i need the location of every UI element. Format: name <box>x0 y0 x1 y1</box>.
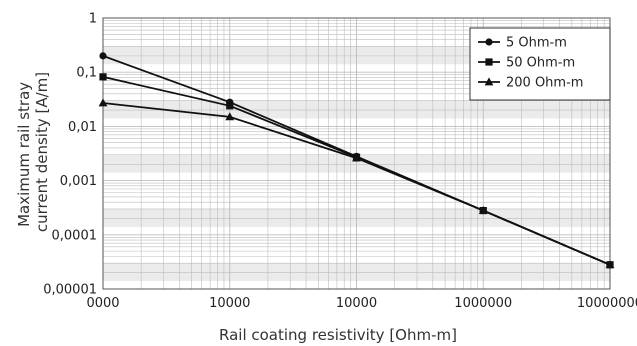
data-point-circle <box>485 38 493 46</box>
y-tick-label: 0,00001 <box>43 283 97 298</box>
y-axis-title: Maximum rail stray current density [A/m] <box>15 72 51 232</box>
x-tick-label: 10000 <box>336 296 377 311</box>
data-point-triangle <box>98 98 108 107</box>
y-tick-label: 1 <box>89 12 97 27</box>
x-tick-label: 10000 <box>209 296 250 311</box>
y-axis-title-line-2: current density [A/m] <box>33 72 51 232</box>
y-tick-label: 0,01 <box>68 120 97 135</box>
y-tick-label: 0,1 <box>76 66 97 81</box>
x-tick-label: 1000000 <box>454 296 512 311</box>
legend-entry: 50 Ohm-m <box>478 56 575 71</box>
data-point-square <box>99 73 107 81</box>
x-tick-label: 0000 <box>86 296 119 311</box>
data-point-triangle <box>605 260 615 269</box>
legend-box <box>469 27 611 101</box>
legend: 5 Ohm-m 50 Ohm-m 200 Ohm-m <box>469 27 611 101</box>
series-2 <box>98 98 615 269</box>
series-layer <box>98 52 615 269</box>
legend-label: 50 Ohm-m <box>506 56 575 71</box>
y-tick-label: 0,001 <box>60 174 97 189</box>
data-point-triangle <box>484 77 494 86</box>
data-point-triangle <box>478 205 488 214</box>
data-point-square <box>485 58 493 66</box>
y-tick-labels: 1 0,1 0,01 0,001 0,0001 0,00001 <box>43 12 97 298</box>
x-axis-title: Rail coating resistivity [Ohm-m] <box>219 326 457 344</box>
legend-items: 5 Ohm-m 50 Ohm-m 200 Ohm-m <box>478 36 583 91</box>
legend-label: 200 Ohm-m <box>506 76 583 91</box>
x-tick-labels: 0000 10000 10000 1000000 10000000 <box>86 296 637 311</box>
y-tick-label: 0,0001 <box>52 228 98 243</box>
data-point-triangle <box>352 153 361 162</box>
data-point-triangle <box>225 112 235 121</box>
data-point-square <box>226 102 234 110</box>
data-point-circle <box>99 52 107 60</box>
y-axis-title-line-1: Maximum rail stray <box>15 82 33 227</box>
legend-entry: 200 Ohm-m <box>478 76 583 91</box>
legend-entry: 5 Ohm-m <box>478 36 567 51</box>
plot-frame <box>102 17 611 290</box>
x-tick-label: 10000000 <box>577 296 637 311</box>
legend-label: 5 Ohm-m <box>506 36 567 51</box>
